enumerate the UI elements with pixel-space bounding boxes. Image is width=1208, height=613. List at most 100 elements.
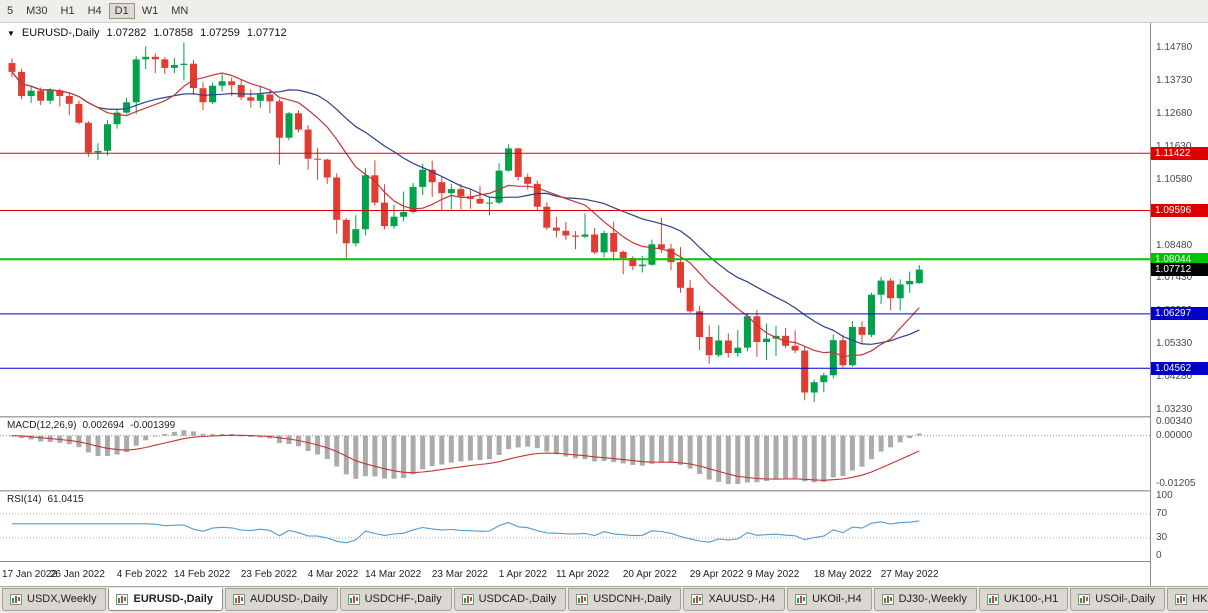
ohlc-low: 1.07259 <box>200 27 240 39</box>
timeframe-h4[interactable]: H4 <box>87 5 102 17</box>
tab-label: HK50-,H1 <box>1192 593 1208 605</box>
date-tick-label: 4 Feb 2022 <box>116 569 168 580</box>
timeframe-d1[interactable]: D1 <box>108 3 135 19</box>
tab-label: USDCHF-,Daily <box>364 593 442 605</box>
tab-usoil-daily[interactable]: USOil-,Daily <box>1070 588 1166 611</box>
timeframe-mn[interactable]: MN <box>171 5 189 17</box>
chart-symbol-header: ▼ EURUSD-,Daily 1.07282 1.07858 1.07259 … <box>7 27 287 39</box>
price-axis-label: 1.07430 <box>1156 272 1193 284</box>
date-tick-label: 1 Apr 2022 <box>498 569 548 580</box>
price-level-tag: 1.08044 <box>1151 252 1208 266</box>
rsi-name: RSI(14) <box>7 494 42 505</box>
chart-tab-bar: USDX,Weekly EURUSD-,Daily AUDUSD-,Daily USD… <box>0 586 1208 613</box>
price-chart[interactable] <box>0 23 1150 416</box>
rsi-axis-label: 30 <box>1156 532 1168 543</box>
price-axis-label: 1.03230 <box>1156 404 1193 416</box>
rsi-axis-label: 100 <box>1156 490 1173 501</box>
date-tick-label: 27 May 2022 <box>880 569 939 580</box>
price-axis-label: 1.04280 <box>1156 371 1193 383</box>
date-tick-label: 18 May 2022 <box>813 569 872 580</box>
macd-chart[interactable] <box>0 418 1150 490</box>
tab-hk50-h1[interactable]: HK50-,H1 <box>1167 588 1208 611</box>
macd-value-main: 0.002694 <box>82 420 125 431</box>
chart-icon <box>1175 593 1188 605</box>
tab-label: XAUUSD-,H4 <box>708 593 776 605</box>
rsi-axis-label: 0 <box>1156 550 1162 561</box>
tab-uk100-h1[interactable]: UK100-,H1 <box>978 588 1069 611</box>
tab-audusd-daily[interactable]: AUDUSD-,Daily <box>224 588 338 611</box>
ohlc-open: 1.07282 <box>106 27 147 39</box>
chart-icon <box>691 593 704 605</box>
rsi-chart[interactable] <box>0 492 1150 561</box>
chart-icon <box>795 593 808 605</box>
price-axis-label: 1.08480 <box>1156 239 1193 251</box>
timeframe-w1[interactable]: W1 <box>141 5 159 17</box>
date-tick-label: 4 Mar 2022 <box>307 569 359 580</box>
chart-icon <box>347 593 360 605</box>
macd-name: MACD(12,26,9) <box>7 420 77 431</box>
macd-panel-resizer[interactable] <box>0 416 1208 418</box>
chart-icon <box>461 593 474 605</box>
price-axis-label: 1.14780 <box>1156 42 1193 54</box>
date-tick-label: 26 Jan 2022 <box>49 569 105 580</box>
tab-ukoil-h4[interactable]: UKOil-,H4 <box>787 588 872 611</box>
tab-usdcnh-daily[interactable]: USDCNH-,Daily <box>568 588 682 611</box>
date-tick-label: 14 Mar 2022 <box>365 569 422 580</box>
tab-usdx-weekly[interactable]: USDX,Weekly <box>2 588 107 611</box>
chart-icon <box>116 593 129 605</box>
tab-dj30-weekly[interactable]: DJ30-,Weekly <box>873 588 977 611</box>
tab-label: USDCAD-,Daily <box>478 593 557 605</box>
price-level-tag: 1.04562 <box>1151 361 1208 375</box>
date-tick-label: 23 Feb 2022 <box>240 569 298 580</box>
date-tick-label: 20 Apr 2022 <box>622 569 677 580</box>
date-tick-label: 11 Apr 2022 <box>556 569 610 580</box>
timeframe-5[interactable]: 5 <box>7 5 14 17</box>
price-axis-label: 1.12680 <box>1156 107 1193 119</box>
chart-icon <box>232 593 245 605</box>
macd-axis-label: 0.00000 <box>1156 429 1193 441</box>
timeframe-h1[interactable]: H1 <box>60 5 75 17</box>
collapse-ohlc-icon[interactable]: ▼ <box>7 28 15 38</box>
timeframe-m30[interactable]: M30 <box>26 5 48 17</box>
price-axis-label: 1.05330 <box>1156 338 1193 350</box>
tab-xauusd-h4[interactable]: XAUUSD-,H4 <box>683 588 786 611</box>
date-axis-line <box>0 561 1208 562</box>
chart-icon <box>881 593 894 605</box>
date-tick-label: 9 May 2022 <box>747 569 800 580</box>
price-axis-label: 1.13730 <box>1156 74 1193 86</box>
chart-icon <box>986 593 999 605</box>
price-axis-label: 1.10580 <box>1156 173 1193 185</box>
tab-label: USOil-,Daily <box>1095 593 1156 605</box>
tab-label: USDCNH-,Daily <box>593 593 672 605</box>
price-level-tag: 1.09596 <box>1151 204 1208 218</box>
price-axis-label: 1.11630 <box>1156 141 1191 152</box>
tab-eurusd-daily[interactable]: EURUSD-,Daily <box>108 588 223 611</box>
rsi-indicator-label: RSI(14) 61.0415 <box>7 494 84 505</box>
rsi-value: 61.0415 <box>47 494 84 505</box>
date-tick-label: 17 Jan 2022 <box>2 569 58 580</box>
macd-value-signal: -0.001399 <box>130 420 176 431</box>
tab-label: DJ30-,Weekly <box>898 593 967 605</box>
ohlc-close: 1.07712 <box>246 27 287 39</box>
symbol-title: EURUSD-,Daily <box>21 27 100 39</box>
rsi-panel-resizer[interactable] <box>0 490 1208 492</box>
chart-icon <box>1078 593 1091 605</box>
chart-window <box>0 23 1208 586</box>
current-price-tag: 1.07712 <box>1151 263 1208 277</box>
date-axis[interactable]: 17 Jan 2022 26 Jan 2022 4 Feb 2022 14 Feb 2… <box>0 562 1150 586</box>
price-axis[interactable]: 1.14780 1.13730 1.12680 1.11630 1.10580 1.095… <box>1150 23 1208 586</box>
macd-axis-label: -0.01205 <box>1156 478 1196 489</box>
tab-usdcad-daily[interactable]: USDCAD-,Daily <box>453 588 567 611</box>
date-tick-label: 29 Apr 2022 <box>689 569 744 580</box>
date-tick-label: 23 Mar 2022 <box>431 569 488 580</box>
rsi-axis-label: 70 <box>1156 508 1168 519</box>
price-level-tag: 1.11422 <box>1151 146 1208 160</box>
tab-usdchf-daily[interactable]: USDCHF-,Daily <box>339 588 452 611</box>
price-level-tag: 1.06297 <box>1151 307 1208 321</box>
tab-label: UK100-,H1 <box>1003 593 1059 605</box>
tab-label: UKOil-,H4 <box>812 593 862 605</box>
timeframe-toolbar: 5 M30 H1 H4 D1 W1 MN <box>0 0 1208 23</box>
tab-label: USDX,Weekly <box>27 593 97 605</box>
ohlc-high: 1.07858 <box>153 27 194 39</box>
tab-label: AUDUSD-,Daily <box>249 593 328 605</box>
